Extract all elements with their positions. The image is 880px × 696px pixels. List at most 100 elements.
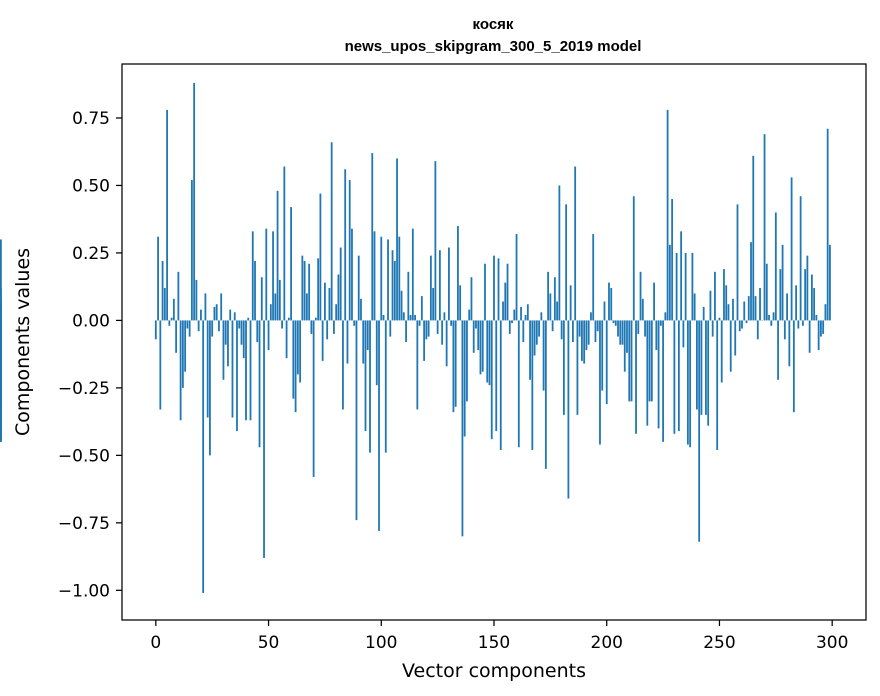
bar-225 [662, 320, 664, 442]
bar-undefined [0, 239, 2, 321]
bar-176 [551, 320, 554, 332]
bar-83 [342, 320, 344, 410]
bar-170 [538, 320, 540, 337]
bar-96 [371, 153, 374, 321]
bar-272 [768, 315, 770, 321]
bar-197 [599, 320, 601, 445]
bar-138 [466, 320, 468, 402]
bar-23 [206, 320, 209, 418]
bar-63 [296, 320, 299, 375]
bar-284 [795, 285, 798, 321]
bar-128 [443, 312, 446, 321]
bar-1 [157, 236, 159, 321]
bar-116 [416, 320, 419, 410]
bar-9 [175, 320, 178, 353]
bar-248 [714, 271, 716, 321]
bar-126 [438, 250, 441, 321]
bar-278 [781, 244, 784, 321]
bar-54 [276, 190, 279, 321]
bar-78 [330, 142, 333, 321]
bar-107 [396, 158, 398, 321]
bar-223 [657, 320, 660, 429]
bar-287 [801, 320, 804, 326]
bar-168 [533, 320, 536, 356]
bar-125 [436, 320, 439, 334]
bar-97 [373, 231, 376, 321]
bar-22 [204, 293, 207, 321]
bar-266 [754, 296, 757, 321]
y-tick-label: 0.25 [72, 244, 110, 264]
y-axis-ticks: −1.00 −0.75 −0.50 −0.25 0.00 0.25 0.50 0.75 [58, 109, 122, 601]
bar-247 [711, 320, 714, 337]
bar-35 [233, 312, 236, 321]
bar-95 [369, 320, 371, 453]
bar-294 [817, 320, 820, 351]
x-axis-ticks: 0 50 100 150 200 250 300 [150, 620, 848, 653]
bar-68 [308, 263, 311, 321]
bar-72 [317, 258, 320, 321]
bar-232 [677, 320, 680, 432]
bar-102 [384, 320, 387, 453]
bar-196 [596, 320, 599, 332]
bar-69 [310, 320, 313, 334]
bar-81 [337, 274, 340, 321]
bar-215 [639, 271, 642, 321]
bar-174 [547, 271, 550, 321]
bar-205 [617, 320, 619, 337]
bar-180 [560, 320, 563, 340]
y-tick-label: −0.25 [58, 379, 110, 399]
bar-154 [502, 301, 504, 321]
bar-40 [245, 320, 247, 421]
bar-178 [556, 301, 559, 321]
bar-213 [635, 320, 637, 434]
bar-291 [810, 274, 813, 321]
bar-140 [470, 277, 473, 321]
bar-80 [335, 304, 338, 321]
bar-76 [326, 320, 329, 340]
bar-0 [154, 320, 157, 340]
bar-280 [786, 293, 788, 321]
bar-4 [163, 288, 166, 321]
bar-212 [632, 196, 635, 321]
bar-106 [393, 261, 396, 321]
bar-25 [211, 320, 214, 337]
y-tick-label: −0.75 [58, 514, 110, 534]
bar-297 [824, 304, 827, 321]
bar-152 [497, 258, 500, 321]
bar-202 [610, 288, 613, 321]
bar-231 [675, 252, 678, 321]
bar-99 [378, 320, 380, 531]
bar-87 [351, 228, 353, 321]
bar-273 [770, 320, 773, 326]
bar-24 [209, 320, 211, 456]
bar-123 [432, 288, 435, 321]
bar-57 [283, 166, 286, 321]
bar-98 [375, 320, 378, 386]
bar-219 [648, 320, 651, 402]
bar-155 [504, 282, 507, 321]
bar-227 [666, 109, 669, 321]
x-tick-label: 100 [365, 633, 397, 653]
bar-132 [452, 320, 455, 413]
bar-58 [285, 320, 288, 359]
y-tick-label: 0.00 [72, 311, 110, 331]
bar-136 [461, 320, 464, 537]
bar-48 [263, 320, 265, 558]
x-tick-label: 50 [258, 633, 280, 653]
bar-286 [799, 196, 802, 321]
bar-221 [653, 282, 655, 321]
bar-28 [218, 320, 220, 332]
bar-267 [756, 320, 759, 340]
bar-193 [590, 312, 592, 321]
bar-165 [526, 304, 529, 321]
bar-151 [495, 320, 498, 432]
bar-160 [515, 234, 518, 321]
bar-100 [380, 236, 383, 321]
bar-253 [725, 285, 728, 321]
bar-189 [581, 320, 583, 361]
bar-220 [650, 320, 653, 402]
bar-182 [565, 204, 568, 321]
bar-230 [673, 320, 676, 434]
bar-274 [772, 312, 775, 321]
